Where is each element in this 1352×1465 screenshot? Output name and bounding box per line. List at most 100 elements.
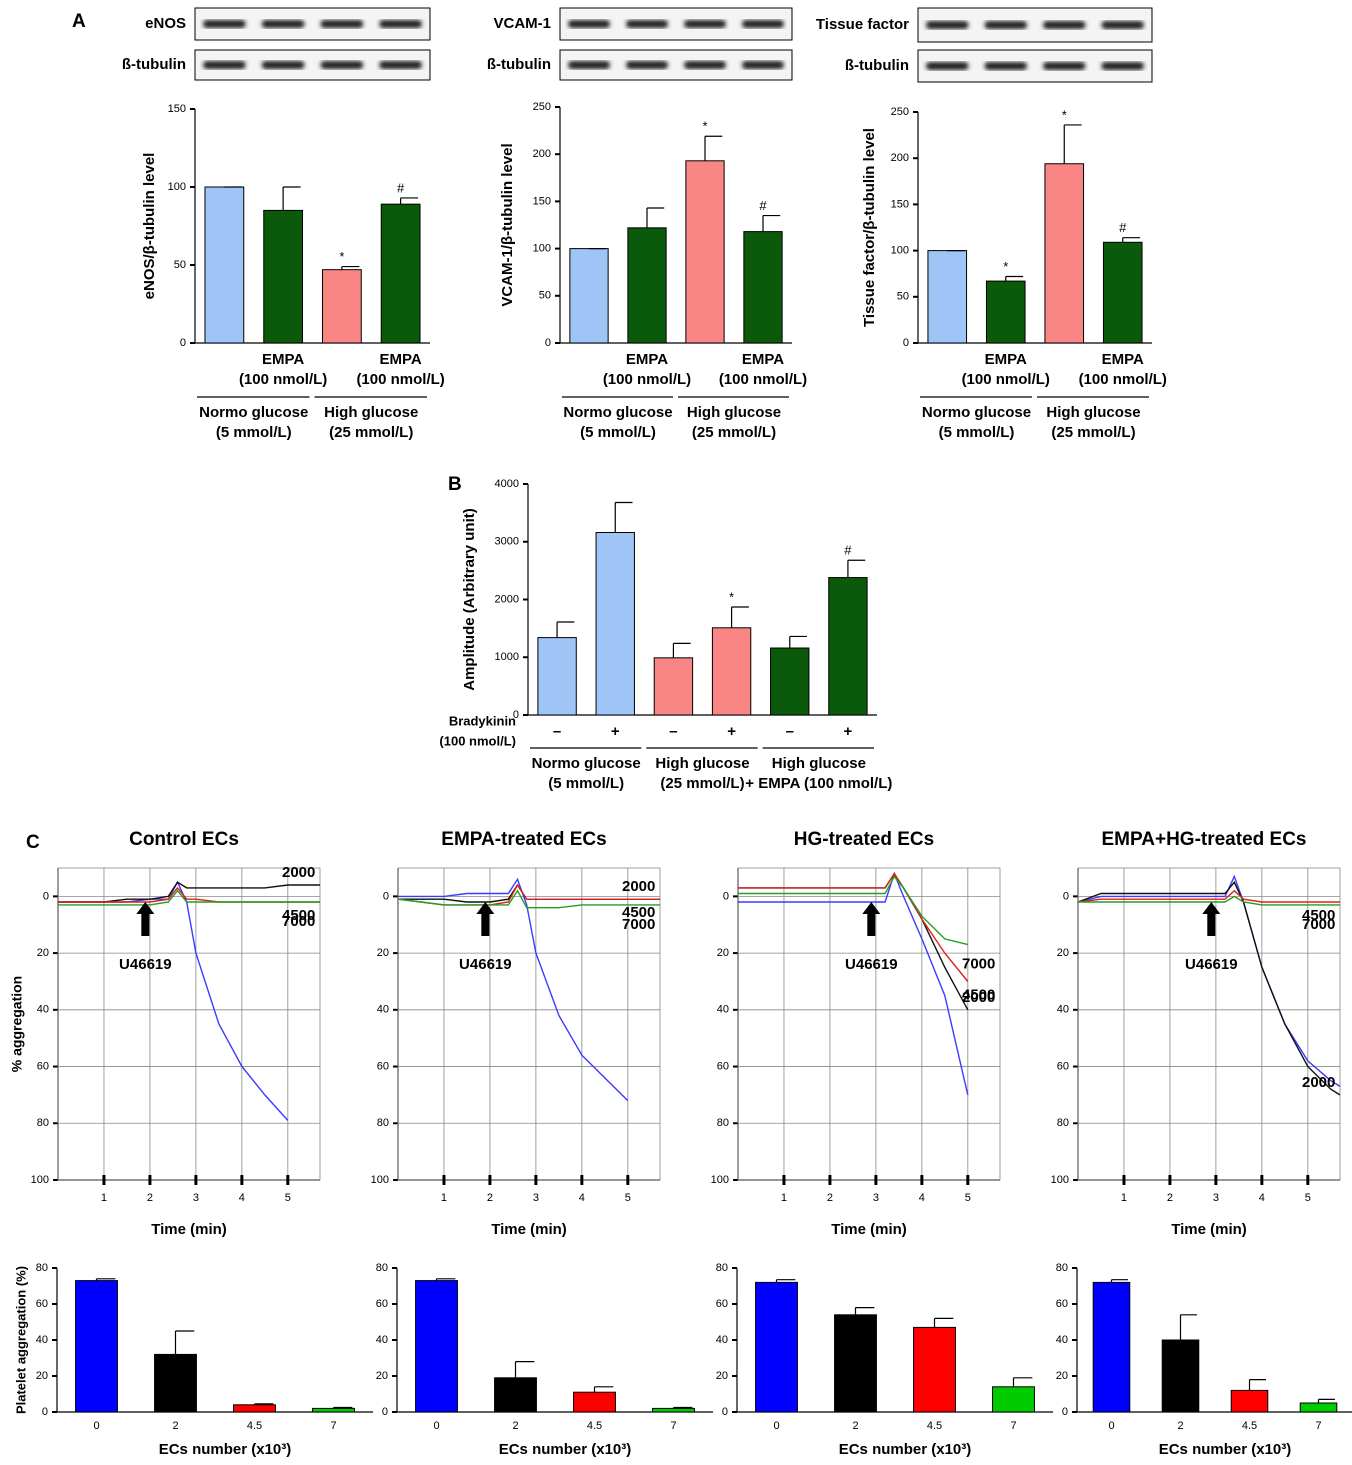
trace-line: [397, 883, 660, 906]
bar: [1161, 1339, 1200, 1413]
bar: [595, 532, 635, 716]
y-tick-label: 150: [168, 103, 186, 115]
y-tick-label: 1000: [495, 651, 519, 663]
y-axis-label: eNOS/β-tubulin level: [141, 153, 158, 300]
x-tick-label: 7: [1315, 1420, 1321, 1432]
significance-mark: *: [339, 249, 344, 264]
trace-line: [58, 889, 320, 906]
blot-band: [1043, 62, 1086, 70]
y-tick-label: 150: [533, 195, 551, 207]
x-tick-label: 4: [579, 1192, 585, 1204]
x-tick-label: EMPA: [985, 351, 1027, 368]
plot-frame: [1077, 867, 1341, 1181]
blot-band: [261, 20, 305, 28]
x-axis-label: Time (min): [151, 1221, 227, 1238]
x-tick-label: 2: [1167, 1192, 1173, 1204]
arrow: [1202, 902, 1221, 936]
blot-band: [261, 61, 305, 69]
y-tick-label: 40: [36, 1334, 48, 1346]
x-tick-label: 4.5: [587, 1420, 602, 1432]
significance-mark: *: [702, 119, 707, 134]
trace-line: [1077, 880, 1341, 1096]
bar: [1044, 163, 1085, 344]
x-tick-label: 2: [172, 1420, 178, 1432]
chart-title: HG-treated ECs: [794, 829, 934, 850]
y-tick-label: 80: [36, 1262, 48, 1274]
x-tick-label: 3: [533, 1192, 539, 1204]
group-label: High glucose: [324, 404, 418, 421]
y-tick-label: 40: [377, 1004, 389, 1016]
bar: [573, 1391, 616, 1413]
y-tick-label: 40: [1056, 1334, 1068, 1346]
x-tick-label: 5: [285, 1192, 291, 1204]
y-tick-label: 40: [1057, 1004, 1069, 1016]
series-label: 4500: [282, 907, 315, 924]
x-axis-label: ECs number (x10³): [159, 1441, 292, 1458]
arrow: [862, 902, 881, 936]
x-axis-label: ECs number (x10³): [839, 1441, 972, 1458]
bar: [653, 657, 694, 716]
group-label: (25 mmol/L): [329, 424, 413, 441]
x-tick-label: 7: [330, 1420, 336, 1432]
x-tick-label: 3: [1213, 1192, 1219, 1204]
y-tick-label: 60: [717, 1060, 729, 1072]
y-tick-label: 100: [533, 243, 551, 255]
bar: [1092, 1281, 1131, 1413]
x-tick-label: 4: [919, 1192, 925, 1204]
y-tick-label: 100: [31, 1174, 49, 1186]
x-tick-label: EMPA: [380, 351, 422, 368]
x-tick-label: 0: [773, 1420, 779, 1432]
x-tick-label: 7: [1010, 1420, 1016, 1432]
y-tick-label: 200: [533, 148, 551, 160]
arrow-label: U46619: [1185, 956, 1238, 973]
bar: [927, 250, 968, 344]
y-tick-label: 80: [37, 1117, 49, 1129]
y-axis-label: VCAM-1/β-tubulin level: [499, 143, 516, 306]
arrow-label: U46619: [119, 956, 172, 973]
bar: [537, 637, 577, 716]
blot-band: [379, 61, 422, 69]
group-label: (5 mmol/L): [939, 424, 1015, 441]
y-tick-label: 60: [377, 1060, 389, 1072]
x-tick-label: 4.5: [1242, 1420, 1257, 1432]
trace-line: [738, 875, 968, 946]
x-tick-label: 4.5: [247, 1420, 262, 1432]
y-tick-label: 60: [1056, 1298, 1068, 1310]
x-tick-label: 4: [239, 1192, 245, 1204]
y-tick-label: 80: [717, 1117, 729, 1129]
x-tick-label: 4.5: [927, 1420, 942, 1432]
x-tick-label: EMPA: [626, 351, 668, 368]
blot-band: [568, 61, 610, 69]
bar: [415, 1280, 458, 1413]
series-label: 4500: [622, 904, 655, 921]
bar: [321, 269, 362, 344]
arrow-label: U46619: [459, 956, 512, 973]
bar: [569, 248, 609, 344]
bar: [380, 203, 421, 344]
group-label: (25 mmol/L): [660, 775, 744, 792]
y-tick-label: 80: [1057, 1117, 1069, 1129]
y-tick-label: 80: [377, 1117, 389, 1129]
bar: [755, 1281, 798, 1413]
blot-band: [203, 61, 246, 69]
y-tick-label: 20: [37, 947, 49, 959]
panel-letter: A: [72, 11, 86, 32]
bar: [770, 647, 810, 716]
blot-band: [568, 20, 610, 28]
y-axis-label: Amplitude (Arbitrary unit): [461, 508, 478, 691]
y-tick-label: 0: [722, 1406, 728, 1418]
arrow-label: U46619: [845, 956, 898, 973]
group-label: High glucose: [655, 755, 749, 772]
x-tick-label: 2: [1177, 1420, 1183, 1432]
y-tick-label: 20: [1056, 1370, 1068, 1382]
y-tick-label: 250: [533, 101, 551, 113]
series-label: 2000: [1302, 1074, 1335, 1091]
chart-title: Control ECs: [129, 829, 239, 850]
x-tick-label: 5: [625, 1192, 631, 1204]
blot-band: [684, 61, 726, 69]
trace-line: [1078, 895, 1340, 906]
bar: [743, 231, 783, 344]
group-label: High glucose: [1046, 404, 1140, 421]
group-label: Normo glucose: [922, 404, 1031, 421]
y-axis-label: Platelet aggregation (%): [13, 1266, 28, 1414]
